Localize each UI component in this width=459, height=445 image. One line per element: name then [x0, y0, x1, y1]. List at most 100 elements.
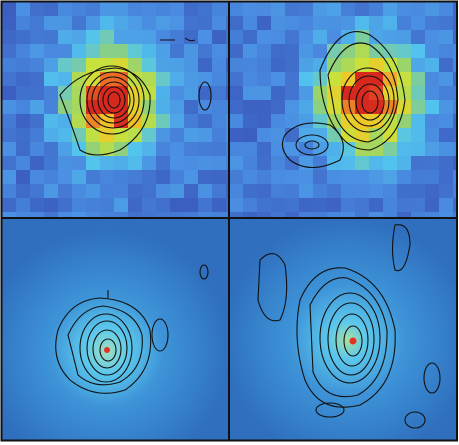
pixel — [128, 170, 143, 185]
pixel — [114, 2, 129, 17]
pixel — [257, 44, 272, 59]
pixel — [100, 128, 115, 143]
pixel — [397, 30, 412, 45]
pixel — [285, 16, 300, 31]
pixel — [397, 198, 412, 213]
pixel — [156, 128, 171, 143]
pixel — [184, 184, 199, 199]
pixel — [313, 86, 328, 101]
pixel — [44, 72, 59, 87]
pixel — [397, 16, 412, 31]
pixel — [425, 2, 440, 17]
pixel — [16, 198, 31, 213]
pixel — [285, 170, 300, 185]
pixel — [212, 100, 227, 115]
pixel — [170, 142, 185, 157]
pixel — [257, 86, 272, 101]
pixel — [383, 156, 398, 171]
pixel — [439, 156, 454, 171]
pixel — [128, 128, 143, 143]
pixel — [425, 128, 440, 143]
pixel — [212, 72, 227, 87]
pixel — [327, 142, 342, 157]
pixel — [411, 2, 426, 17]
pixel — [198, 30, 213, 45]
pixel — [170, 16, 185, 31]
pixel — [44, 2, 59, 17]
pixel — [243, 30, 258, 45]
pixel — [44, 86, 59, 101]
pixel — [271, 184, 286, 199]
pixel — [198, 170, 213, 185]
pixel — [16, 16, 31, 31]
pixel — [156, 170, 171, 185]
pixel — [184, 100, 199, 115]
pixel — [2, 184, 17, 199]
pixel — [243, 16, 258, 31]
pixel — [411, 114, 426, 129]
pixel — [299, 86, 314, 101]
pixel — [44, 170, 59, 185]
pixel — [142, 16, 157, 31]
pixel — [16, 2, 31, 17]
pixel — [58, 128, 73, 143]
pixel — [341, 58, 356, 73]
pixel — [44, 114, 59, 129]
pixel — [128, 44, 143, 59]
pixel — [30, 2, 45, 17]
pixel — [439, 16, 454, 31]
pixel — [128, 58, 143, 73]
pixel — [212, 156, 227, 171]
pixel — [58, 170, 73, 185]
pixel — [229, 16, 244, 31]
pixel — [439, 30, 454, 45]
pixel — [2, 100, 17, 115]
pixel — [114, 184, 129, 199]
pixel — [44, 30, 59, 45]
pixel — [285, 100, 300, 115]
pixel — [313, 156, 328, 171]
pixel — [184, 86, 199, 101]
pixel — [2, 2, 17, 17]
pixel — [58, 2, 73, 17]
pixel — [411, 156, 426, 171]
pixel — [369, 16, 384, 31]
pixel — [425, 58, 440, 73]
pixel — [86, 170, 101, 185]
pixel — [212, 30, 227, 45]
pixel — [198, 72, 213, 87]
pixel — [100, 156, 115, 171]
pixel — [425, 142, 440, 157]
pixel — [243, 58, 258, 73]
pixel — [156, 16, 171, 31]
pixel — [229, 142, 244, 157]
pixel — [229, 170, 244, 185]
pixel — [142, 58, 157, 73]
pixel — [156, 44, 171, 59]
pixel — [299, 184, 314, 199]
pixel — [271, 86, 286, 101]
pixel — [257, 156, 272, 171]
pixel — [425, 16, 440, 31]
figure — [0, 0, 459, 445]
pixel — [2, 86, 17, 101]
pixel — [128, 142, 143, 157]
pixel — [299, 170, 314, 185]
pixel — [271, 156, 286, 171]
pixel — [327, 156, 342, 171]
pixel — [156, 72, 171, 87]
pixel — [271, 198, 286, 213]
pixel — [184, 30, 199, 45]
pixel — [285, 58, 300, 73]
pixel — [30, 72, 45, 87]
peak-bottom-right — [350, 338, 357, 345]
pixel — [243, 142, 258, 157]
pixel — [44, 16, 59, 31]
pixel — [439, 114, 454, 129]
pixel — [30, 16, 45, 31]
pixel — [341, 170, 356, 185]
pixel — [170, 58, 185, 73]
pixel — [397, 142, 412, 157]
pixel — [184, 44, 199, 59]
pixel — [243, 44, 258, 59]
